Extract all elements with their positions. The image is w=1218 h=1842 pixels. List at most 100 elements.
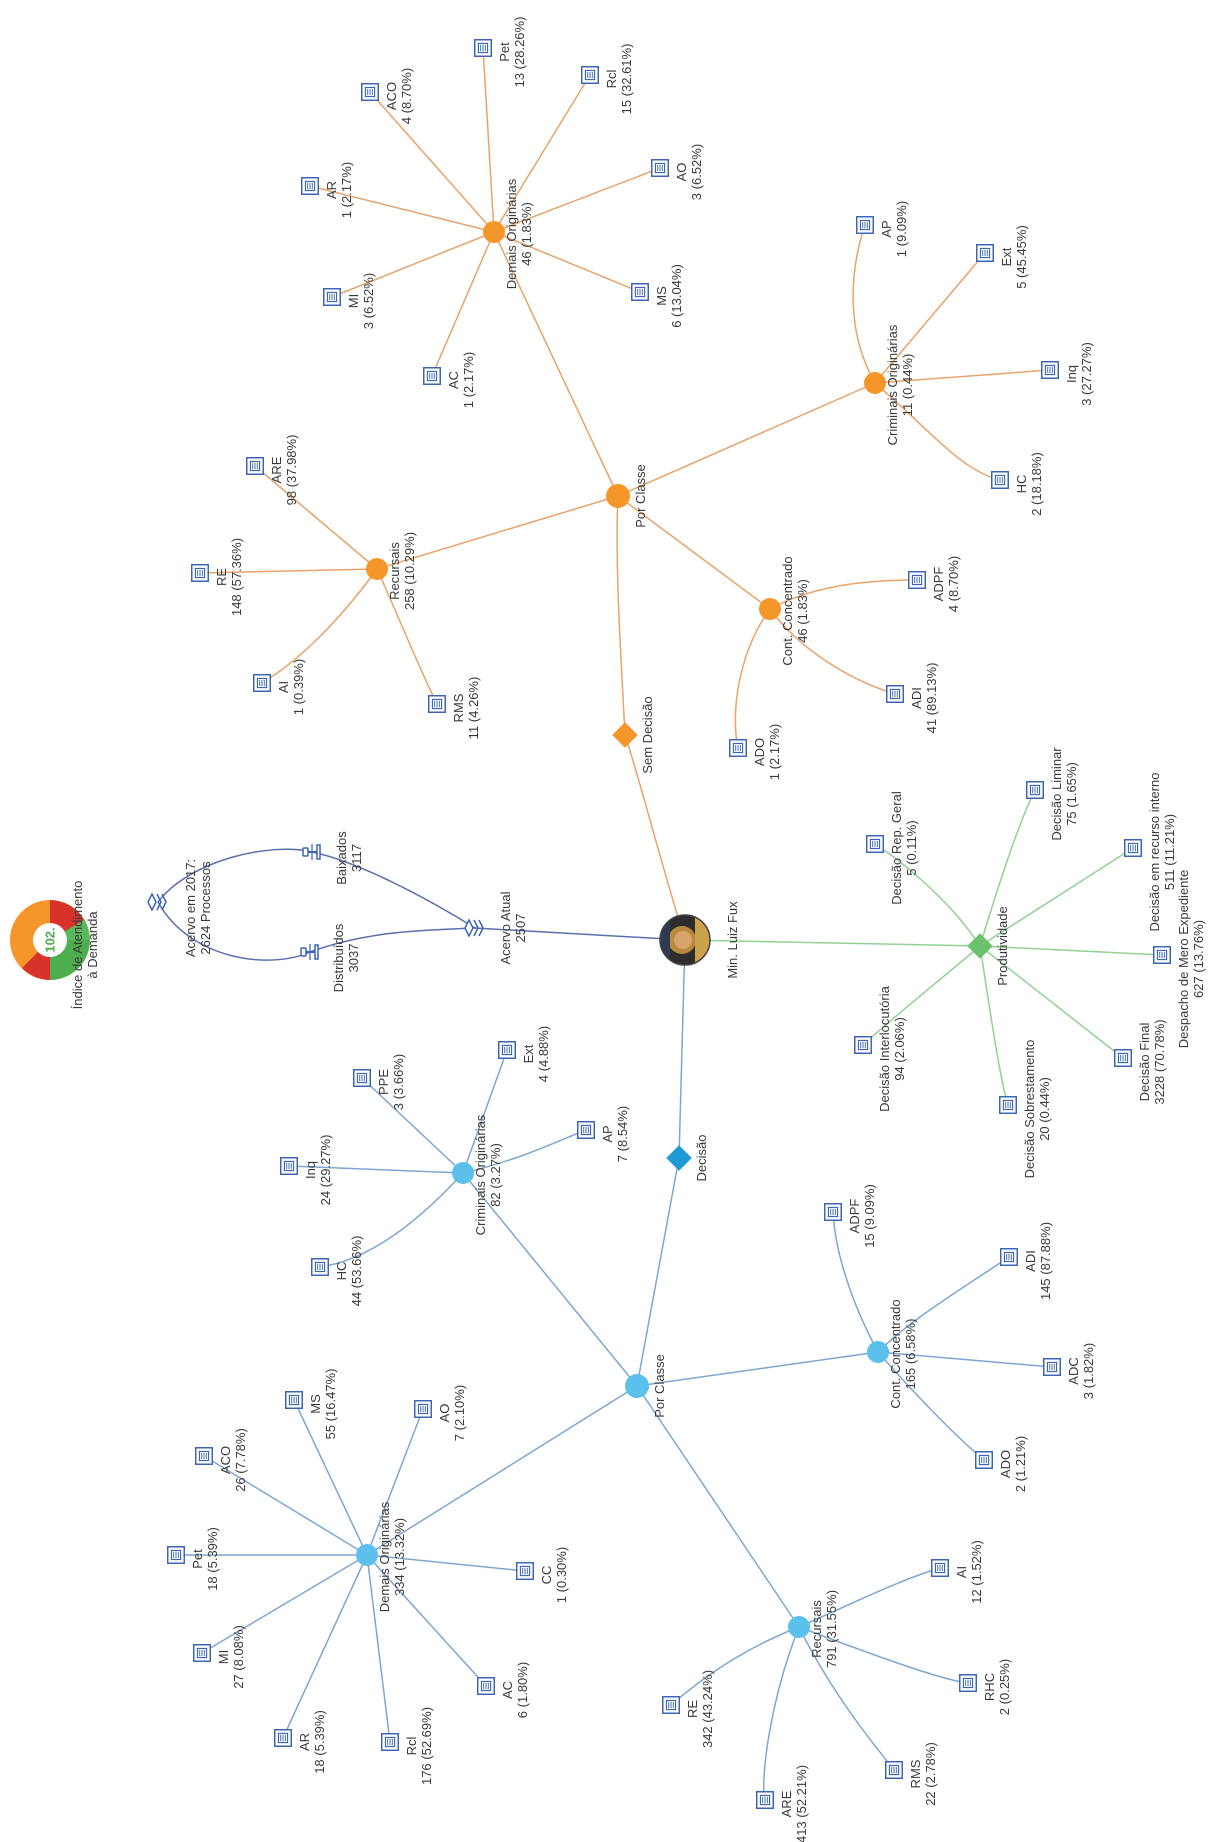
distribuidos-icon: [300, 943, 319, 961]
sem-decisao-group-3-node[interactable]: [759, 598, 781, 620]
edge-decisao-por-classe: [636, 1157, 680, 1387]
edge-blue-demais: [366, 1385, 638, 1556]
decisao-group-2-name: Demais Originárias: [377, 1501, 392, 1612]
sem-decisao-por-classe-label: Por Classe: [633, 464, 648, 528]
decisao-leaf-2-4-doc-icon[interactable]: [274, 1729, 292, 1747]
edge-center-produtividade: [684, 939, 981, 947]
sem-decisao-leaf-1-3-doc-icon[interactable]: [991, 471, 1009, 489]
produtividade-leaf-0-name: Decisão Rep. Geral: [889, 791, 904, 905]
sem-decisao-leaf-2-1-doc-icon[interactable]: [191, 564, 209, 582]
decisao-group-3-node[interactable]: [788, 1616, 810, 1638]
produtividade-node[interactable]: [967, 933, 993, 959]
decisao-leaf-2-7-doc-icon[interactable]: [516, 1562, 534, 1580]
tree-edge: [832, 1211, 879, 1353]
sem-decisao-group-3-name: Cont. Concentrado: [780, 556, 795, 665]
decisao-leaf-3-1-doc-icon[interactable]: [959, 1674, 977, 1692]
decisao-leaf-2-3-doc-icon[interactable]: [195, 1447, 213, 1465]
sem-decisao-leaf-3-1-doc-icon[interactable]: [886, 685, 904, 703]
sem-decisao-leaf-1-0-value: 1 (9.09%): [894, 201, 909, 257]
decisao-leaf-1-1-name: ADI: [1023, 1250, 1038, 1272]
decisao-leaf-2-5-doc-icon[interactable]: [381, 1733, 399, 1751]
decisao-group-0-node[interactable]: [452, 1162, 474, 1184]
sem-decisao-leaf-2-3-doc-icon[interactable]: [428, 695, 446, 713]
sem-decisao-leaf-0-7-doc-icon[interactable]: [361, 83, 379, 101]
decisao-group-1-node[interactable]: [867, 1341, 889, 1363]
decisao-leaf-2-6-doc-icon[interactable]: [477, 1677, 495, 1695]
produtividade-leaf-4-value: 3228 (70.78%): [1152, 1019, 1167, 1104]
sem-decisao-leaf-1-2-doc-icon[interactable]: [1041, 361, 1059, 379]
sem-decisao-group-1-value: 11 (0.44%): [900, 354, 915, 417]
sem-decisao-leaf-0-1-name: Rcl: [604, 70, 619, 89]
sem-decisao-group-0-node[interactable]: [483, 221, 505, 243]
decisao-leaf-1-2-value: 3 (1.82%): [1081, 1343, 1096, 1399]
sem-decisao-node[interactable]: [612, 722, 638, 748]
decisao-leaf-0-0-value: 4 (4.88%): [536, 1026, 551, 1082]
decisao-group-1-name: Cont. Concentrado: [888, 1299, 903, 1408]
sem-decisao-leaf-0-2-doc-icon[interactable]: [651, 159, 669, 177]
tree-edge: [734, 608, 771, 749]
tree-edge: [874, 382, 1001, 481]
sem-decisao-leaf-2-0-doc-icon[interactable]: [246, 457, 264, 475]
produtividade-leaf-3-doc-icon[interactable]: [1153, 946, 1171, 964]
sem-decisao-leaf-2-2-doc-icon[interactable]: [253, 674, 271, 692]
decisao-leaf-0-3-name: HC: [334, 1262, 349, 1281]
decisao-por-classe-label: Por Classe: [652, 1354, 667, 1418]
decisao-leaf-3-4-doc-icon[interactable]: [662, 1696, 680, 1714]
sem-decisao-leaf-1-0-doc-icon[interactable]: [856, 216, 874, 234]
decisao-node[interactable]: [666, 1145, 692, 1171]
decisao-leaf-2-1-doc-icon[interactable]: [414, 1400, 432, 1418]
decisao-leaf-0-4-doc-icon[interactable]: [577, 1121, 595, 1139]
sem-decisao-leaf-3-0-doc-icon[interactable]: [908, 571, 926, 589]
decisao-leaf-0-1-doc-icon[interactable]: [353, 1069, 371, 1087]
decisao-leaf-2-2-doc-icon[interactable]: [167, 1546, 185, 1564]
sem-decisao-leaf-3-1-value: 41 (89.13%): [924, 663, 939, 734]
decisao-leaf-2-0-doc-icon[interactable]: [285, 1391, 303, 1409]
decisao-leaf-2-8-doc-icon[interactable]: [193, 1644, 211, 1662]
sem-decisao-group-2-node[interactable]: [366, 558, 388, 580]
decisao-leaf-2-3-name: ACO: [218, 1446, 233, 1474]
decisao-leaf-3-0-value: 12 (1.52%): [969, 1540, 984, 1604]
sem-decisao-por-classe-node[interactable]: [606, 484, 630, 508]
sem-decisao-leaf-2-3-value: 11 (4.26%): [466, 677, 481, 740]
sem-decisao-leaf-0-4-value: 1 (2.17%): [461, 352, 476, 408]
sem-decisao-leaf-0-0-value: 13 (28.26%): [512, 17, 527, 88]
produtividade-leaf-2-doc-icon[interactable]: [1124, 839, 1142, 857]
sem-decisao-leaf-0-0-doc-icon[interactable]: [474, 39, 492, 57]
decisao-leaf-3-2-doc-icon[interactable]: [885, 1761, 903, 1779]
sem-decisao-leaf-0-4-doc-icon[interactable]: [423, 367, 441, 385]
decisao-leaf-1-2-doc-icon[interactable]: [1043, 1358, 1061, 1376]
minister-avatar[interactable]: [659, 914, 711, 966]
decisao-leaf-1-0-doc-icon[interactable]: [824, 1203, 842, 1221]
decisao-leaf-0-3-doc-icon[interactable]: [311, 1258, 329, 1276]
sem-decisao-leaf-0-5-doc-icon[interactable]: [323, 288, 341, 306]
decisao-leaf-0-1-value: 3 (3.66%): [391, 1054, 406, 1110]
produtividade-leaf-1-doc-icon[interactable]: [1026, 781, 1044, 799]
produtividade-leaf-5-doc-icon[interactable]: [999, 1096, 1017, 1114]
produtividade-leaf-4-doc-icon[interactable]: [1114, 1049, 1132, 1067]
edge-center-sem-decisao: [624, 734, 686, 941]
decisao-leaf-3-0-doc-icon[interactable]: [931, 1559, 949, 1577]
sem-decisao-group-1-node[interactable]: [864, 372, 886, 394]
tree-edge: [462, 1129, 587, 1174]
baixados-name: Baixados: [334, 831, 349, 885]
sem-decisao-leaf-0-3-doc-icon[interactable]: [631, 283, 649, 301]
sem-decisao-leaf-1-1-doc-icon[interactable]: [976, 244, 994, 262]
decisao-leaf-3-3-doc-icon[interactable]: [756, 1791, 774, 1809]
tree-edge: [493, 231, 641, 293]
sem-decisao-leaf-0-6-doc-icon[interactable]: [301, 177, 319, 195]
produtividade-leaf-0-doc-icon[interactable]: [866, 835, 884, 853]
decisao-group-2-node[interactable]: [356, 1544, 378, 1566]
decisao-por-classe-node[interactable]: [625, 1374, 649, 1398]
produtividade-leaf-6-doc-icon[interactable]: [854, 1036, 872, 1054]
tree-edge: [331, 231, 495, 298]
produtividade-leaf-6-name: Decisão Interlocutória: [877, 985, 892, 1111]
decisao-leaf-0-0-doc-icon[interactable]: [498, 1041, 516, 1059]
sem-decisao-leaf-0-1-doc-icon[interactable]: [581, 66, 599, 84]
produtividade-leaf-6-value: 94 (2.06%): [892, 1017, 907, 1081]
produtividade-leaf-3-value: 627 (13.76%): [1191, 920, 1206, 998]
decisao-leaf-0-2-doc-icon[interactable]: [280, 1157, 298, 1175]
decisao-leaf-1-1-doc-icon[interactable]: [1000, 1248, 1018, 1266]
decisao-leaf-1-3-doc-icon[interactable]: [975, 1451, 993, 1469]
sem-decisao-leaf-3-2-doc-icon[interactable]: [729, 739, 747, 757]
decisao-leaf-0-2-value: 24 (29.27%): [318, 1135, 333, 1206]
